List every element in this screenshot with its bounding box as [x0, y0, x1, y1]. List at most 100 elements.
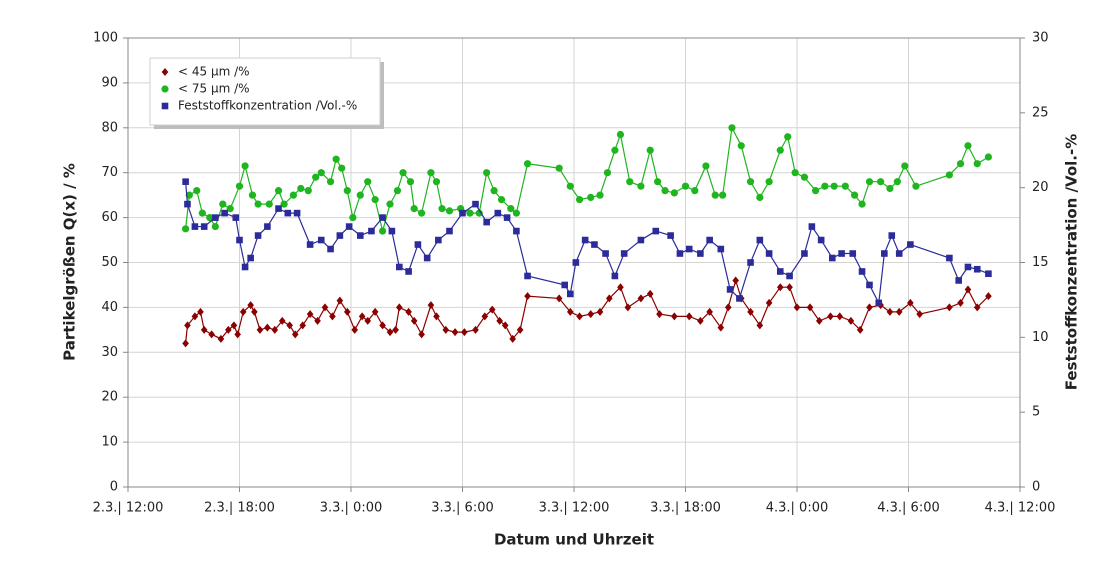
marker [200, 223, 208, 230]
marker [326, 178, 335, 186]
marker [786, 283, 793, 292]
marker [336, 296, 344, 305]
marker [217, 334, 225, 343]
marker [717, 323, 725, 332]
marker [405, 307, 412, 316]
marker [274, 187, 283, 195]
marker [877, 178, 885, 186]
marker [711, 191, 719, 199]
marker [254, 232, 262, 239]
marker [241, 263, 249, 271]
marker [566, 290, 574, 298]
marker [184, 321, 191, 330]
marker [191, 312, 199, 321]
marker [212, 214, 219, 221]
marker [461, 328, 468, 337]
marker [786, 272, 793, 280]
marker [895, 250, 903, 257]
marker [338, 164, 346, 172]
marker [264, 223, 271, 230]
marker [691, 187, 699, 195]
marker [472, 200, 479, 208]
marker [956, 160, 965, 168]
marker [293, 209, 301, 217]
marker [513, 227, 520, 235]
marker [984, 153, 993, 161]
marker [572, 259, 580, 266]
marker [830, 182, 838, 190]
marker [847, 316, 855, 325]
marker [866, 281, 873, 289]
y-tick-label: 100 [93, 31, 118, 46]
marker [197, 307, 204, 316]
marker [265, 200, 273, 208]
marker [481, 312, 489, 321]
marker [765, 178, 773, 186]
marker [596, 191, 604, 199]
marker [661, 187, 669, 195]
marker [284, 209, 292, 217]
marker [247, 254, 254, 262]
marker [611, 146, 619, 154]
marker [646, 289, 654, 298]
marker [555, 164, 563, 172]
marker [358, 312, 366, 321]
marker [667, 232, 674, 239]
marker [396, 303, 403, 312]
marker [247, 301, 254, 310]
marker [685, 245, 693, 253]
marker [946, 254, 953, 262]
marker [427, 301, 435, 310]
marker [254, 200, 262, 208]
marker [756, 236, 764, 244]
marker [351, 325, 359, 334]
x-tick-label: 3.3.| 12:00 [539, 501, 610, 516]
marker [784, 133, 792, 141]
marker [388, 227, 396, 235]
legend: < 45 µm /% < 75 µm /% Feststoffkonzentrati… [149, 57, 384, 129]
x-tick-label: 2.3.| 12:00 [93, 501, 164, 516]
marker [829, 254, 836, 262]
marker [811, 187, 820, 195]
marker [728, 124, 736, 132]
marker [875, 299, 883, 307]
y-tick-label: 90 [101, 75, 118, 90]
marker [907, 298, 914, 307]
marker [702, 162, 710, 170]
marker [737, 142, 745, 150]
marker [821, 182, 829, 190]
marker [985, 292, 992, 301]
marker [329, 312, 336, 321]
legend-box [149, 57, 381, 126]
marker [306, 241, 314, 248]
marker [587, 310, 595, 319]
marker [332, 155, 340, 163]
marker [858, 268, 866, 275]
marker [406, 178, 415, 186]
marker [264, 323, 271, 332]
marker [602, 250, 609, 257]
marker [275, 205, 282, 212]
marker [442, 325, 450, 334]
marker [957, 298, 964, 307]
marker [393, 187, 402, 195]
marker [671, 312, 678, 321]
marker [912, 182, 920, 190]
marker [232, 214, 240, 221]
marker [800, 173, 809, 181]
marker [973, 265, 981, 273]
marker [379, 321, 386, 330]
marker [200, 325, 208, 334]
marker [747, 307, 754, 316]
marker [646, 146, 654, 154]
marker [445, 207, 454, 215]
marker [182, 225, 190, 233]
marker [206, 214, 214, 222]
marker [345, 223, 353, 230]
marker [637, 182, 645, 190]
marker [211, 222, 219, 231]
marker [435, 236, 442, 244]
marker [396, 263, 403, 271]
marker [776, 146, 784, 154]
